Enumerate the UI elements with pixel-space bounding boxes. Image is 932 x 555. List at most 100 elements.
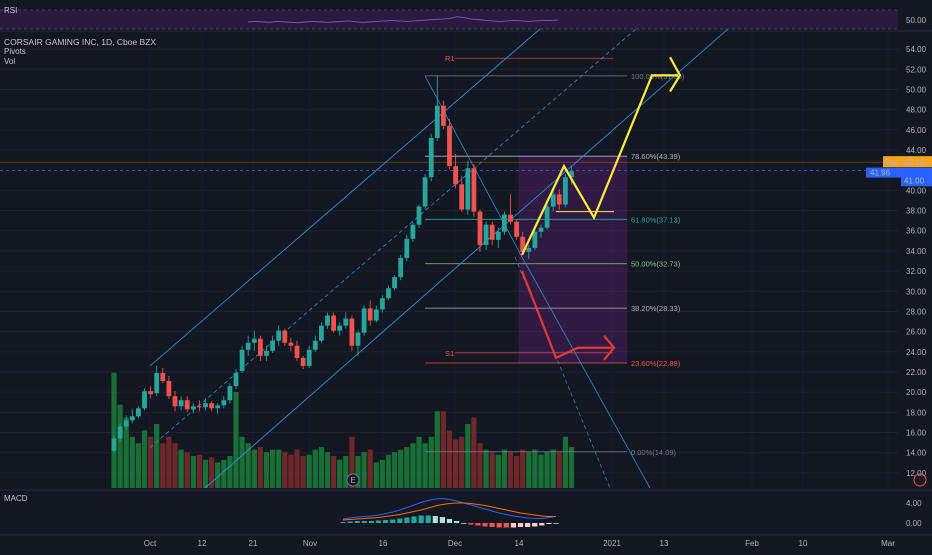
macd-histogram-bar bbox=[525, 523, 531, 527]
macd-histogram-bar bbox=[411, 516, 417, 523]
vol-label: Vol bbox=[4, 57, 16, 66]
candle-body bbox=[282, 330, 288, 343]
candle-body bbox=[392, 277, 397, 289]
current-price-label: 41.00 bbox=[904, 176, 925, 185]
candle-body bbox=[312, 340, 318, 350]
rsi-tick-label: 50.00 bbox=[906, 16, 927, 25]
last-price-label: 41.96 bbox=[870, 169, 891, 178]
candle-body bbox=[136, 408, 141, 417]
volume-bar bbox=[141, 430, 148, 488]
volume-bar bbox=[465, 424, 471, 488]
volume-bar bbox=[477, 443, 483, 488]
x-tick-label: 2021 bbox=[603, 539, 621, 548]
candle-body bbox=[270, 340, 275, 351]
volume-bar bbox=[453, 439, 459, 488]
candle-body bbox=[142, 391, 147, 409]
volume-bar bbox=[282, 452, 288, 488]
fib-level-label: 23.60%(22.89) bbox=[631, 359, 681, 368]
candle-body bbox=[502, 214, 507, 232]
macd-histogram-bar bbox=[475, 523, 481, 526]
volume-bar bbox=[276, 449, 282, 488]
macd-histogram-bar bbox=[532, 523, 538, 527]
volume-bar bbox=[392, 452, 398, 488]
pivot-label: S1 bbox=[445, 349, 454, 358]
candle-body bbox=[410, 224, 416, 239]
candle-body bbox=[544, 206, 550, 228]
volume-bar bbox=[331, 456, 337, 488]
volume-bar bbox=[215, 462, 221, 488]
candle-body bbox=[569, 171, 574, 178]
macd-tick-label: 0.00 bbox=[906, 519, 922, 528]
macd-histogram-bar bbox=[368, 521, 374, 523]
y-tick-label: 32.00 bbox=[906, 267, 927, 276]
volume-bar bbox=[294, 449, 300, 488]
macd-histogram-bar bbox=[439, 517, 445, 523]
y-tick-label: 34.00 bbox=[906, 247, 927, 256]
volume-bar bbox=[562, 436, 568, 488]
volume-bar bbox=[404, 447, 410, 488]
y-tick-label: 44.00 bbox=[906, 146, 927, 155]
candle-body bbox=[178, 400, 184, 407]
volume-bar bbox=[227, 456, 233, 488]
macd-histogram-bar bbox=[383, 520, 389, 523]
volume-bar bbox=[483, 449, 489, 488]
candle-body bbox=[166, 381, 172, 397]
volume-bar bbox=[459, 436, 465, 488]
volume-bar bbox=[367, 449, 373, 488]
candle-body bbox=[245, 342, 251, 350]
macd-histogram-bar bbox=[553, 523, 559, 524]
candle-body bbox=[319, 325, 324, 341]
fib-level-label: 50.00%(32.73) bbox=[631, 260, 681, 269]
volume-bar bbox=[507, 452, 514, 488]
y-tick-label: 52.00 bbox=[906, 65, 927, 74]
volume-bar bbox=[538, 454, 544, 488]
volume-bar bbox=[117, 404, 123, 488]
volume-bar bbox=[568, 447, 575, 488]
y-tick-label: 54.00 bbox=[906, 45, 927, 54]
volume-bar bbox=[184, 452, 190, 488]
macd-histogram-bar bbox=[510, 523, 516, 528]
y-tick-label: 26.00 bbox=[906, 328, 927, 337]
candle-body bbox=[422, 177, 428, 207]
volume-bar bbox=[489, 452, 495, 488]
macd-histogram-bar bbox=[546, 523, 552, 524]
macd-histogram-bar bbox=[517, 523, 524, 527]
volume-bar bbox=[514, 456, 520, 488]
volume-bar bbox=[428, 436, 434, 488]
volume-bar bbox=[135, 443, 141, 488]
candle-body bbox=[209, 403, 214, 409]
candle-body bbox=[190, 406, 196, 410]
volume-bar bbox=[520, 449, 526, 488]
candle-body bbox=[172, 396, 178, 407]
y-tick-label: 12.00 bbox=[906, 469, 927, 478]
y-tick-label: 46.00 bbox=[906, 126, 927, 135]
volume-bar bbox=[129, 436, 135, 488]
macd-histogram-bar bbox=[539, 523, 545, 526]
volume-bar bbox=[239, 436, 245, 488]
rsi-line bbox=[247, 16, 558, 24]
x-tick-label: 10 bbox=[799, 539, 808, 548]
candle-body bbox=[434, 105, 440, 138]
fib-level-label: 38.20%(28.33) bbox=[631, 304, 681, 313]
candle-body bbox=[129, 416, 135, 421]
volume-bar bbox=[373, 462, 379, 488]
candle-body bbox=[373, 309, 379, 321]
volume-bar bbox=[385, 454, 392, 488]
pivots-label: Pivots bbox=[4, 47, 26, 56]
macd-histogram-bar bbox=[390, 519, 396, 523]
candle-body bbox=[294, 345, 300, 358]
fib-level-label: 61.80%(37.13) bbox=[631, 215, 681, 224]
y-tick-label: 14.00 bbox=[906, 449, 927, 458]
pre-value-badge bbox=[901, 156, 932, 168]
pre-badge-label: Pre bbox=[885, 158, 898, 167]
x-tick-label: Dec bbox=[448, 539, 462, 548]
candle-body bbox=[325, 315, 330, 326]
chart-title: CORSAIR GAMING INC, 1D, Cboe BZX bbox=[4, 37, 157, 47]
volume-bar bbox=[544, 452, 550, 488]
candle-body bbox=[355, 332, 361, 346]
channel-mid-line bbox=[149, 28, 637, 448]
rsi-band bbox=[0, 10, 898, 29]
y-tick-label: 24.00 bbox=[906, 348, 927, 357]
candle-body bbox=[489, 224, 495, 240]
